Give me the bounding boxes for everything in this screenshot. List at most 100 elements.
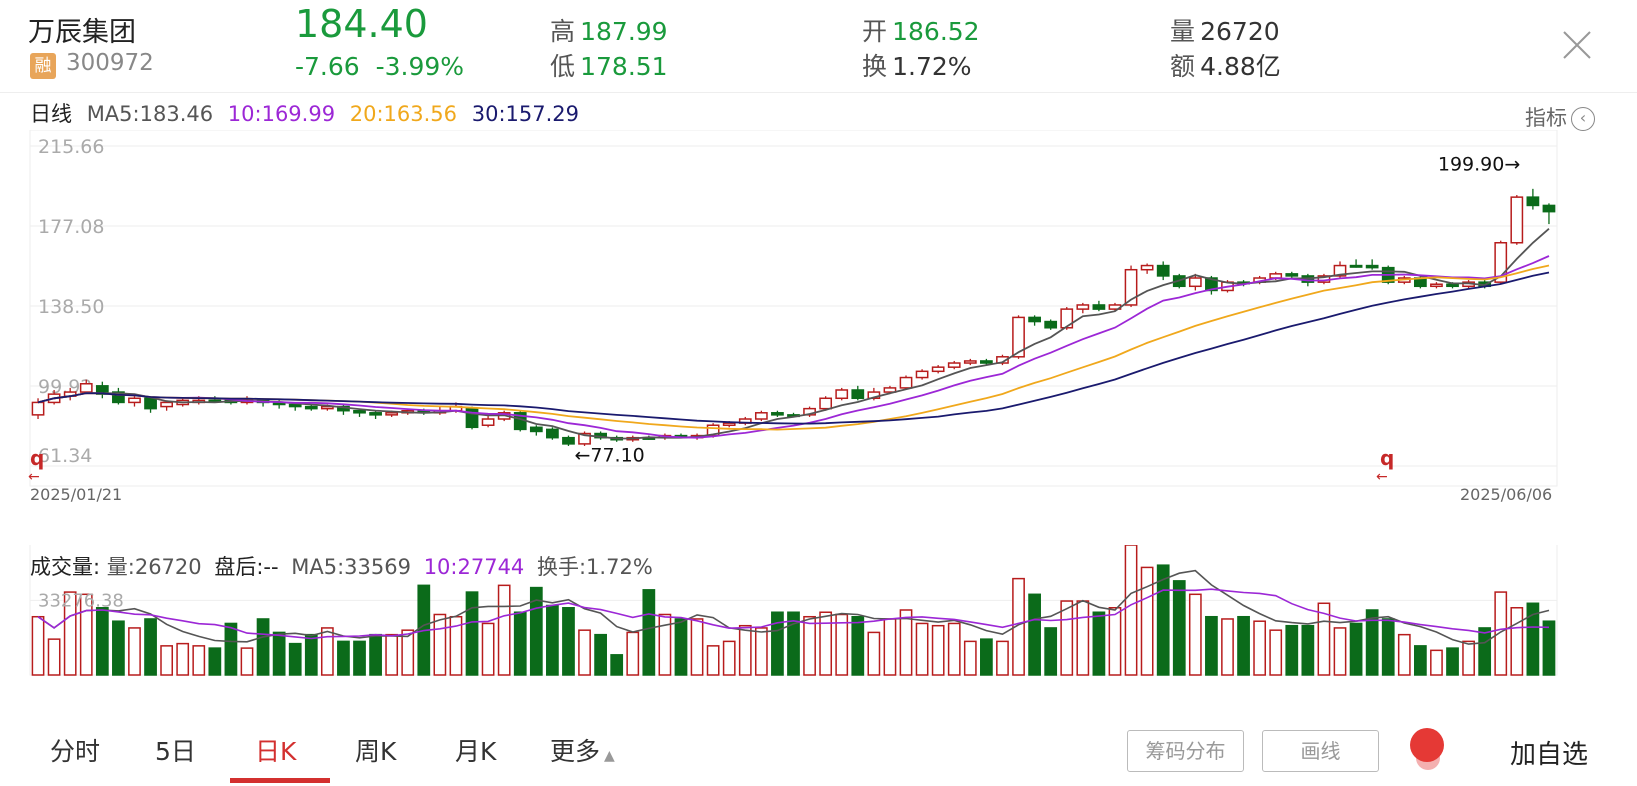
volume-bar <box>1494 591 1508 676</box>
volume-bar <box>112 620 125 676</box>
volume-bar <box>706 645 720 676</box>
candle <box>851 385 865 401</box>
indicator-button[interactable]: 指标 ‹ <box>1525 102 1595 132</box>
svg-text:←: ← <box>1376 469 1388 485</box>
candle <box>1092 300 1106 312</box>
volume-bar <box>433 613 447 676</box>
candle <box>771 410 784 417</box>
volume-bar <box>1028 593 1041 676</box>
candle <box>1188 273 1202 291</box>
volume-bar <box>803 615 816 676</box>
volume-chart[interactable]: 33276.38 <box>0 545 1637 705</box>
volume-bar <box>1205 615 1218 676</box>
volume-bar <box>771 611 784 676</box>
volume-bar <box>1237 615 1250 676</box>
volume-bar <box>578 629 591 676</box>
amount-quote: 额 4.88亿 <box>1170 47 1281 83</box>
tab-5day[interactable]: 5日 <box>155 737 196 766</box>
x-end-date: 2025/06/06 <box>1460 485 1552 504</box>
volume-bar <box>1365 609 1379 676</box>
volume-bar <box>819 611 833 676</box>
change-percent: -3.99% <box>375 52 465 81</box>
candle <box>899 375 913 390</box>
candle <box>95 381 109 399</box>
volume-bar <box>1542 620 1556 676</box>
record-icon[interactable] <box>1410 728 1444 762</box>
volume-bar <box>1349 622 1363 676</box>
volume-bar <box>63 591 77 676</box>
candle <box>465 406 479 430</box>
close-icon[interactable] <box>1560 28 1594 62</box>
tab-more-label: 更多 <box>550 737 601 766</box>
kline-ma-lines <box>37 228 1550 440</box>
volume-bar <box>529 586 543 676</box>
vol-value: 量:26720 <box>106 555 202 579</box>
volume-bar <box>1188 593 1202 676</box>
period-label: 日线 <box>30 102 72 126</box>
candle <box>546 427 559 440</box>
volume-bar <box>1430 649 1443 676</box>
tab-intraday[interactable]: 分时 <box>50 737 101 766</box>
vol-turnover: 换手:1.72% <box>536 555 653 579</box>
volume-bar <box>353 640 366 676</box>
volume-bar <box>1413 645 1427 676</box>
kline-y-ticks: 215.66 177.08 138.50 99.92 61.34 <box>38 136 104 467</box>
candle <box>1076 302 1090 314</box>
volume-bar <box>1221 618 1234 676</box>
ma30-line <box>37 271 1550 425</box>
y-tick-label: 61.34 <box>38 445 92 467</box>
stock-code: 300972 <box>66 50 154 76</box>
volume-bar <box>626 631 640 676</box>
change-value: -7.66 <box>295 52 360 81</box>
volume-bar <box>176 642 190 676</box>
tab-more[interactable]: 更多 ▲ <box>550 732 615 768</box>
high-quote: 高 187.99 <box>550 12 668 48</box>
candle <box>562 435 575 446</box>
volume-bar <box>1140 566 1154 676</box>
candle <box>1156 261 1170 281</box>
volume-bars <box>31 545 1556 676</box>
volume-bar <box>1317 602 1331 676</box>
volume-bar <box>690 618 704 676</box>
right-marker: q ← <box>1376 446 1394 485</box>
candle <box>1526 188 1540 210</box>
vol-ma10-line <box>37 588 1550 640</box>
add-favorite-button[interactable]: 加自选 <box>1510 740 1589 770</box>
min-price-label: ←77.10 <box>574 444 644 466</box>
tab-daily-k[interactable]: 日K <box>255 737 297 766</box>
caret-up-icon: ▲ <box>604 748 615 764</box>
volume-bar <box>47 638 61 676</box>
low-value: 178.51 <box>580 52 668 81</box>
volume-bar <box>867 631 881 676</box>
low-label: 低 <box>550 52 576 81</box>
kline-chart[interactable]: 215.66 177.08 138.50 99.92 61.34 199.90→ ←77… <box>0 130 1637 530</box>
candle <box>112 387 125 405</box>
volume-bar <box>144 618 157 676</box>
y-tick-label: 177.08 <box>38 216 104 238</box>
volume-bar <box>1333 627 1347 676</box>
ma5-line <box>37 228 1550 440</box>
candle <box>754 410 768 422</box>
tab-weekly-k[interactable]: 周K <box>355 737 397 766</box>
volume-bar <box>883 618 897 676</box>
turnover-value: 1.72% <box>892 52 972 81</box>
candle <box>1108 302 1122 312</box>
price-change: -7.66 -3.99% <box>295 52 464 81</box>
volume-bar <box>1269 629 1283 676</box>
tab-monthly-k[interactable]: 月K <box>455 737 497 766</box>
kline-grid <box>29 130 1558 487</box>
svg-text:←: ← <box>28 469 40 485</box>
chip-distribution-button[interactable]: 筹码分布 <box>1127 730 1244 772</box>
volume-bar <box>787 611 800 676</box>
volume-bar <box>722 640 736 676</box>
draw-line-button[interactable]: 画线 <box>1262 730 1379 772</box>
high-value: 187.99 <box>580 17 668 46</box>
volume-label: 量 <box>1170 17 1196 46</box>
candle <box>963 358 977 366</box>
amount-value: 4.88亿 <box>1200 52 1281 81</box>
ma20-label: 20:163.56 <box>349 102 458 126</box>
open-quote: 开 186.52 <box>862 12 980 48</box>
volume-bar <box>497 584 511 676</box>
candle <box>353 408 366 417</box>
volume-bar <box>337 640 350 676</box>
